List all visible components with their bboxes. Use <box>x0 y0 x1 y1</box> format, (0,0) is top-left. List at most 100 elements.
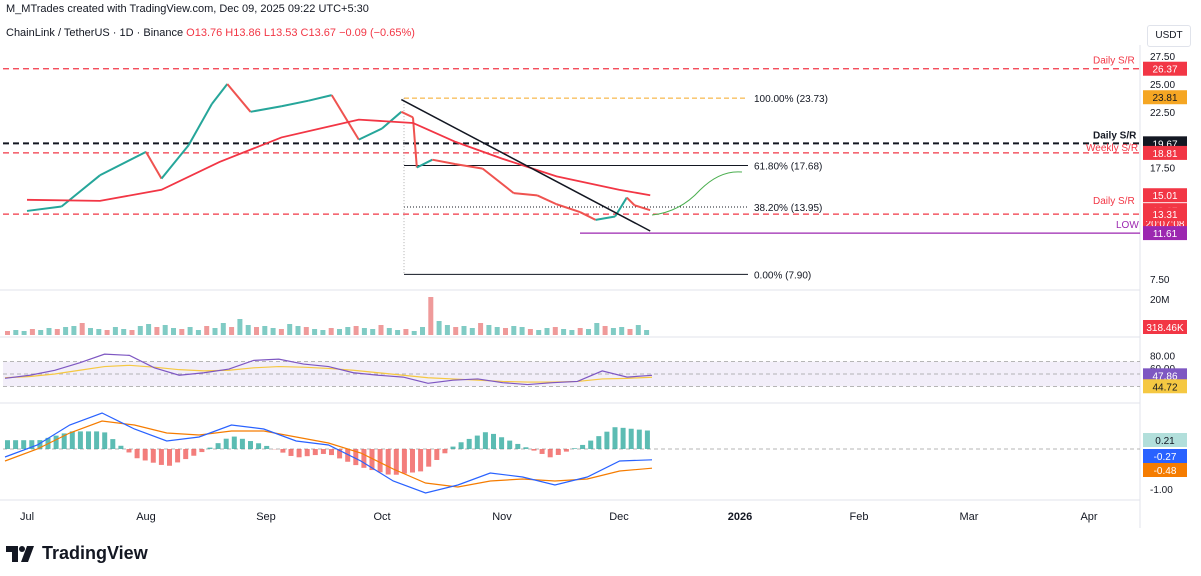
volume-bar <box>494 327 500 335</box>
volume-bar <box>361 328 367 335</box>
macd-histogram-bar <box>426 449 432 467</box>
volume-bar <box>594 323 600 335</box>
x-tick-label: Feb <box>850 511 869 523</box>
price-candle-segment <box>536 194 558 206</box>
volume-bar <box>627 329 633 335</box>
macd-last-label: -0.27 <box>1154 452 1177 463</box>
macd-histogram-bar <box>563 449 569 452</box>
price-candle-segment <box>160 144 190 180</box>
macd-histogram-bar <box>320 449 326 454</box>
sr-level-label: Daily S/R <box>1093 56 1135 67</box>
macd-histogram-bar <box>636 429 642 449</box>
volume-bar <box>171 328 176 335</box>
price-candle-segment <box>626 196 636 207</box>
macd-histogram-bar <box>345 449 351 462</box>
volume-bar <box>179 329 185 335</box>
volume-bar <box>204 326 210 335</box>
macd-histogram-bar <box>207 447 213 449</box>
price-tag-label: 20:07:08 <box>1146 219 1185 230</box>
projection-path <box>651 171 743 216</box>
price-candle-segment <box>187 103 213 146</box>
price-tick-label: 17.50 <box>1150 164 1175 175</box>
volume-bar <box>353 326 359 335</box>
volume-bar <box>38 330 44 335</box>
macd-histogram-bar <box>393 449 399 475</box>
volume-bar <box>121 329 127 335</box>
price-tag <box>1143 188 1187 203</box>
macd-histogram-bar <box>369 449 375 471</box>
volume-bar <box>478 323 484 335</box>
macd-signal-last-tag <box>1143 463 1187 477</box>
volume-bar <box>212 328 218 335</box>
volume-bar <box>154 327 160 335</box>
volume-bar <box>444 325 450 335</box>
volume-bar <box>79 323 85 335</box>
macd-histogram-bar <box>175 449 181 463</box>
fib-level-label: 0.00% (7.90) <box>754 270 811 281</box>
x-tick-label: Apr <box>1080 511 1097 523</box>
macd-histogram-bar <box>199 449 205 453</box>
macd-histogram-bar <box>191 449 197 456</box>
volume-bar <box>13 330 19 335</box>
macd-histogram-bar <box>580 444 586 449</box>
fib-level-label: 100.00% (23.73) <box>754 94 828 105</box>
macd-line <box>4 412 653 494</box>
macd-histogram-bar <box>215 443 221 449</box>
price-candle-segment <box>556 203 581 213</box>
x-tick-label: Oct <box>373 511 390 523</box>
macd-histogram-bar <box>531 449 537 451</box>
macd-histogram-bar <box>256 443 262 449</box>
volume-bar <box>237 319 243 335</box>
volume-bar <box>569 330 575 335</box>
fib-level-label: 38.20% (13.95) <box>754 203 822 214</box>
symbol-header: ChainLink / TetherUS · 1D · Binance O13.… <box>6 27 415 39</box>
x-tick-label: 2026 <box>728 511 752 523</box>
volume-bar <box>5 331 10 335</box>
price-tag <box>1143 207 1187 222</box>
macd-histogram-bar <box>288 449 294 456</box>
volume-bar <box>519 327 525 335</box>
volume-bar <box>187 327 193 335</box>
macd-histogram-bar <box>507 440 513 449</box>
macd-histogram-bar <box>53 435 59 449</box>
price-candle-segment <box>330 94 360 141</box>
volume-bar <box>21 331 27 335</box>
macd-histogram-bar <box>588 440 594 449</box>
volume-bar <box>63 327 69 335</box>
volume-bar <box>112 327 118 335</box>
macd-histogram-bar <box>353 449 359 466</box>
volume-axis-label: 20M <box>1150 295 1169 306</box>
macd-histogram-bar <box>410 449 415 473</box>
currency-button[interactable]: USDT <box>1147 25 1191 47</box>
macd-histogram-bar <box>134 449 140 459</box>
macd-histogram-bar <box>231 436 237 449</box>
macd-histogram-bar <box>450 446 456 449</box>
volume-bar <box>337 329 342 335</box>
volume-bar <box>278 329 284 335</box>
macd-signal-line <box>4 420 653 488</box>
volume-bar <box>104 330 110 335</box>
macd-histogram-bar <box>628 428 634 449</box>
ohlc-readout: O13.76 H13.86 L13.53 C13.67 −0.09 (−0.65… <box>186 27 415 39</box>
x-tick-label: Nov <box>492 511 512 523</box>
price-tick-label: 22.50 <box>1150 108 1175 119</box>
volume-bar <box>195 330 201 335</box>
price-tag <box>1143 226 1187 241</box>
low-label: LOW <box>1116 220 1139 231</box>
macd-histogram-bar <box>547 449 553 458</box>
x-tick-label: Mar <box>960 511 979 523</box>
macd-histogram-bar <box>418 449 424 472</box>
macd-histogram-bar <box>515 443 521 449</box>
price-candle-segment <box>145 151 163 180</box>
rsi-signal-last-tag <box>1143 379 1187 394</box>
price-candle-segment <box>595 215 616 221</box>
volume-bar <box>544 328 550 335</box>
volume-bar <box>420 327 425 335</box>
macd-last-tag <box>1143 449 1187 463</box>
volume-bar <box>162 325 168 335</box>
volume-bar <box>295 326 301 335</box>
macd-histogram-bar <box>620 427 626 449</box>
macd-histogram-bar <box>183 449 189 460</box>
symbol-name[interactable]: ChainLink / TetherUS · 1D · Binance <box>6 27 184 39</box>
